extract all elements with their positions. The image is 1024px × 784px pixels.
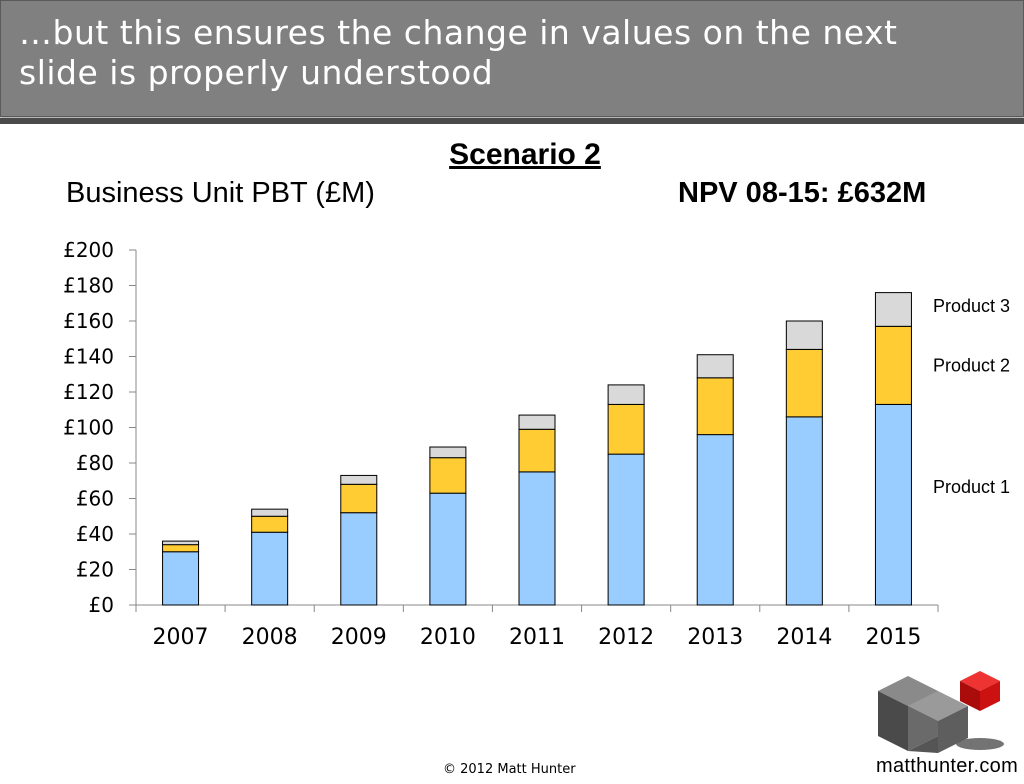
npv-annotation: NPV 08-15: £632M [678,177,927,209]
x-tick-label: 2015 [865,625,921,650]
bar-product-2-2011 [518,428,556,473]
bar-product-3-2012 [607,384,645,405]
bar-product-3-2014 [785,320,823,350]
bar-product-3-2011 [518,414,556,430]
bar-product-2-2013 [696,377,734,436]
y-tick-label: £140 [63,345,114,369]
chart-bars [162,292,912,606]
chart-subtitle: Business Unit PBT (£M) [66,177,375,209]
x-tick-label: 2011 [509,625,565,650]
bar-product-1-2007 [162,551,200,606]
bar-product-2-2008 [251,515,289,533]
chart-title: Scenario 2 [449,138,601,171]
y-tick-label: £180 [63,274,114,298]
bar-product-1-2013 [696,434,734,606]
bar-product-1-2015 [874,403,912,606]
x-tick-label: 2007 [153,625,209,650]
legend-label: Product 1 [933,477,1010,497]
stacked-bar-chart: £0 £20 £40 £60 £80 £100 £120 £140 £160 £180 £200 20… [63,238,1010,650]
chart-labels: £0 £20 £40 £60 £80 £100 £120 £140 £160 £180 £200 20… [63,238,1010,650]
bar-product-1-2014 [785,416,823,606]
y-tick-label: £120 [63,380,114,404]
bar-product-1-2010 [429,492,467,606]
x-tick-label: 2013 [687,625,743,650]
bar-product-2-2015 [874,325,912,405]
y-tick-label: £20 [76,558,114,582]
bar-product-2-2012 [607,403,645,455]
x-tick-label: 2012 [598,625,654,650]
bar-product-2-2007 [162,544,200,553]
y-tick-label: £80 [76,451,114,475]
slide-heading: …but this ensures the change in values o… [19,13,898,92]
bar-product-2-2014 [785,348,823,418]
y-tick-label: £100 [63,416,114,440]
bar-product-1-2008 [251,531,289,606]
matthunter-logo-icon [878,671,1004,753]
bar-product-1-2009 [340,512,378,606]
bar-product-3-2013 [696,354,734,379]
bar-product-1-2011 [518,471,556,606]
bar-product-3-2007 [162,540,200,546]
x-tick-label: 2008 [242,625,298,650]
header-divider [0,118,1024,124]
x-tick-label: 2009 [331,625,387,650]
logo-wordmark: matthunter.com [876,755,1019,777]
y-tick-label: £160 [63,309,114,333]
slide-header: …but this ensures the change in values o… [0,0,1024,117]
y-tick-label: £0 [89,593,114,617]
x-tick-label: 2010 [420,625,476,650]
bar-product-3-2008 [251,508,289,517]
y-tick-label: £60 [76,487,114,511]
bar-product-2-2010 [429,457,467,494]
bar-product-3-2010 [429,446,467,459]
bar-product-3-2009 [340,474,378,485]
bar-product-2-2009 [340,483,378,514]
legend-label: Product 3 [933,296,1010,316]
y-tick-label: £40 [76,522,114,546]
y-tick-label: £200 [63,238,114,262]
legend-label: Product 2 [933,355,1010,375]
x-tick-label: 2014 [776,625,832,650]
bar-product-3-2015 [874,292,912,327]
bar-product-1-2012 [607,453,645,606]
copyright-footer: © 2012 Matt Hunter [443,762,576,777]
